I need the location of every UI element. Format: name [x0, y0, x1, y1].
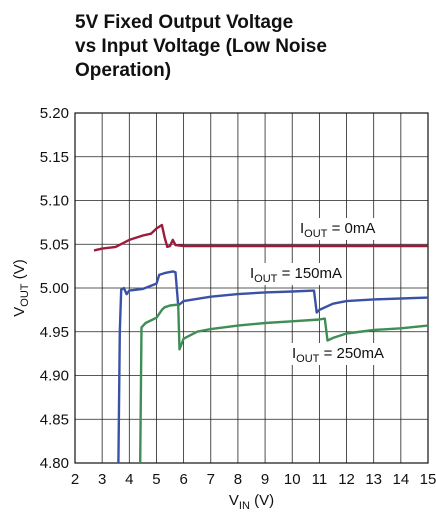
- x-tick-label: 15: [420, 471, 436, 488]
- y-axis-label-base: V: [11, 307, 28, 317]
- x-tick-label: 3: [98, 471, 106, 488]
- x-tick-label: 9: [261, 471, 269, 488]
- x-axis-label-sub: IN: [239, 500, 250, 512]
- x-tick-label: 10: [284, 471, 301, 488]
- y-axis-label: VOUT (V): [11, 259, 31, 316]
- x-tick-label: 4: [125, 471, 133, 488]
- chart-title: Operation): [75, 60, 171, 81]
- series-label: IOUT = 150mA: [250, 265, 342, 285]
- series-label: IOUT = 250mA: [292, 345, 384, 365]
- series-label-sub: OUT: [254, 273, 278, 285]
- label-background: [298, 218, 378, 240]
- x-tick-label: 14: [393, 471, 410, 488]
- x-axis-label: VIN (V): [229, 492, 274, 512]
- y-axis-label-text: (V): [11, 259, 28, 283]
- x-tick-label: 8: [234, 471, 242, 488]
- series-label-text: = 250mA: [319, 345, 384, 362]
- y-tick-label: 4.85: [40, 411, 69, 428]
- series-label-base: I: [292, 345, 296, 362]
- series-line: [93, 223, 428, 252]
- y-tick-label: 5.00: [40, 280, 69, 297]
- label-background: [248, 263, 345, 285]
- y-tick-label: 5.05: [40, 236, 69, 253]
- x-tick-label: 12: [338, 471, 355, 488]
- x-tick-label: 11: [312, 471, 328, 488]
- y-tick-label: 5.15: [40, 149, 69, 166]
- label-background: [290, 343, 387, 365]
- series-label-base: I: [250, 265, 254, 282]
- series-label-text: = 0mA: [327, 220, 375, 237]
- y-tick-label: 5.10: [40, 193, 69, 210]
- plot-frame: [74, 112, 429, 464]
- series-line: [139, 303, 429, 464]
- x-axis-label-base: V: [229, 492, 239, 509]
- chart-title: vs Input Voltage (Low Noise: [75, 36, 327, 57]
- x-tick-label: 7: [207, 471, 215, 488]
- chart-title: 5V Fixed Output Voltage: [75, 12, 293, 33]
- y-tick-label: 4.80: [40, 455, 69, 472]
- series-line: [117, 270, 429, 464]
- x-tick-label: 5: [152, 471, 160, 488]
- x-tick-label: 6: [179, 471, 187, 488]
- y-tick-label: 4.90: [40, 368, 69, 385]
- series-label-sub: OUT: [296, 353, 320, 365]
- series-label: IOUT = 0mA: [300, 220, 375, 240]
- x-tick-label: 13: [365, 471, 382, 488]
- x-axis-label-text: (V): [250, 492, 274, 509]
- y-axis-label-sub: OUT: [19, 283, 31, 307]
- y-tick-label: 5.20: [40, 105, 69, 122]
- series-label-text: = 150mA: [277, 265, 342, 282]
- x-tick-label: 2: [71, 471, 79, 488]
- series-label-base: I: [300, 220, 304, 237]
- y-tick-label: 4.95: [40, 324, 69, 341]
- series-label-sub: OUT: [304, 228, 328, 240]
